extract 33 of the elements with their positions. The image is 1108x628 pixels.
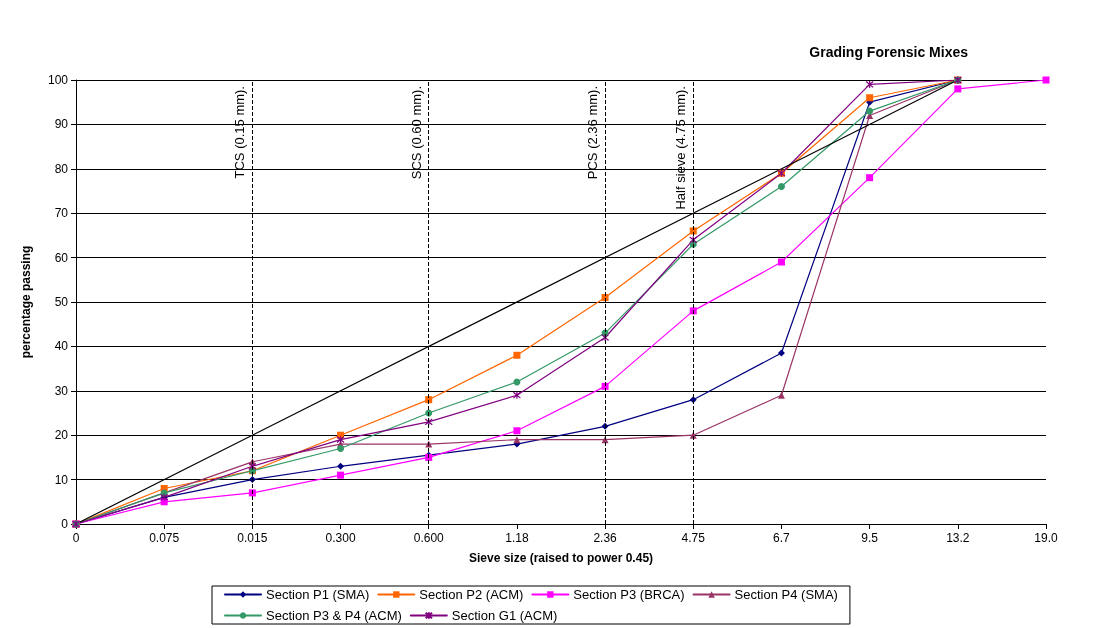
x-tick-label: 1.18: [505, 531, 529, 545]
x-tick-label: 0: [72, 531, 80, 545]
legend-label: Section P3 & P4 (ACM): [266, 608, 402, 623]
x-tick-label: 9.5: [861, 531, 879, 545]
x-tick-label: 19.0: [1034, 531, 1058, 545]
x-tick-label: 6.7: [773, 531, 791, 545]
x-tick-label: 0.600: [413, 531, 445, 545]
legend-label: Section G1 (ACM): [451, 608, 558, 623]
y-axis-title: percentage passing: [19, 245, 33, 359]
y-tick-label: 40: [54, 339, 69, 354]
legend-label: Section P1 (SMA): [266, 587, 370, 602]
x-tick-label: 0.300: [325, 531, 356, 545]
x-tick-label: 13.2: [946, 531, 970, 545]
x-tick-label: 4.75: [681, 531, 706, 545]
y-tick-label: 80: [54, 161, 69, 176]
x-axis-title: Sieve size (raised to power 0.45): [468, 551, 654, 565]
chart-title: Grading Forensic Mixes: [809, 44, 969, 60]
legend-label: Section P4 (SMA): [734, 587, 838, 602]
ref-line-label: SCS (0.60 mm).: [408, 86, 424, 180]
y-tick-label: 70: [54, 206, 69, 221]
y-tick-label: 60: [54, 250, 69, 265]
x-tick-label: 2.36: [593, 531, 618, 545]
y-tick-label: 90: [54, 117, 69, 132]
y-tick-label: 0: [61, 517, 69, 531]
y-tick-label: 20: [54, 428, 69, 443]
x-tick-label: 0.075: [149, 531, 180, 545]
y-tick-label: 30: [54, 383, 69, 398]
legend-label: Section P2 (ACM): [419, 587, 524, 602]
legend-label: Section P3 (BRCA): [573, 587, 685, 602]
y-tick-label: 50: [54, 295, 69, 309]
x-tick-label: 0.015: [237, 531, 268, 545]
y-tick-label: 100: [47, 73, 69, 87]
y-tick-label: 10: [54, 472, 69, 487]
